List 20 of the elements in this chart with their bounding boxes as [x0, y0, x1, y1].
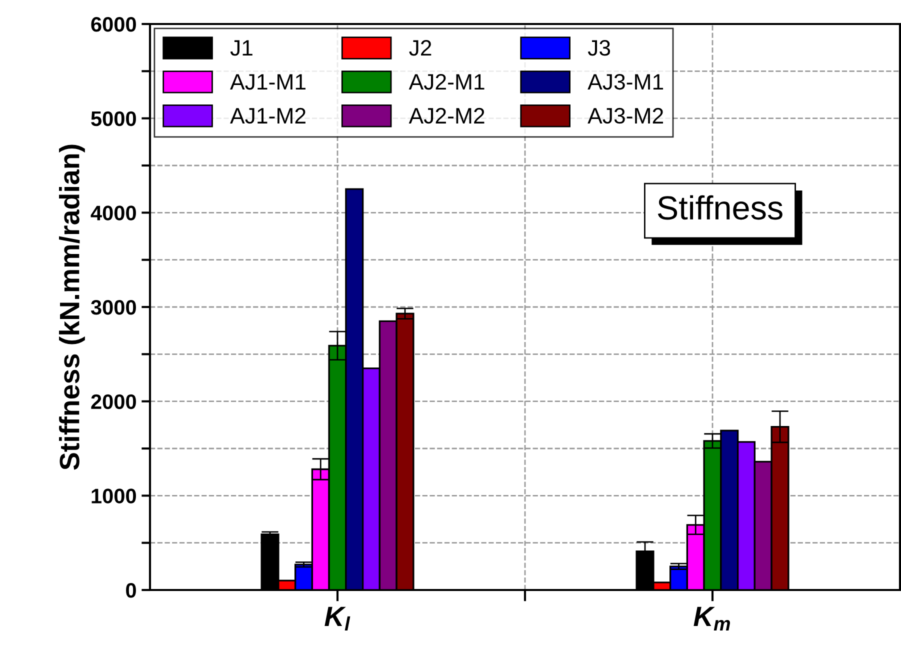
- x-tick-label: K$_{m}$: [694, 606, 730, 630]
- legend-label: J2: [409, 40, 432, 56]
- y-tick-label: 5000: [91, 111, 136, 126]
- annotation: Stiffness: [658, 195, 782, 220]
- legend-label: AJ2-M2: [408, 108, 484, 124]
- legend-label: J1: [230, 40, 252, 56]
- y-tick-label: 4000: [90, 206, 136, 220]
- x-tick-label: K$_{l}$: [324, 606, 350, 630]
- y-tick-label: 3000: [90, 300, 136, 315]
- legend-label: AJ2-M1: [408, 74, 484, 90]
- y-axis-title: Stiffness (kN.mm/radian): [59, 144, 85, 470]
- y-tick-label: 1000: [92, 488, 136, 504]
- legend-label: AJ1-M2: [230, 108, 306, 124]
- legend-label: AJ3-M1: [588, 74, 664, 90]
- y-tick-label: 2000: [91, 394, 136, 410]
- legend-label: J3: [588, 40, 610, 56]
- legend-label: AJ3-M2: [588, 108, 664, 124]
- y-tick-label: 6000: [91, 17, 136, 32]
- y-tick-label: 0: [126, 583, 136, 598]
- legend-label: AJ1-M1: [230, 74, 306, 90]
